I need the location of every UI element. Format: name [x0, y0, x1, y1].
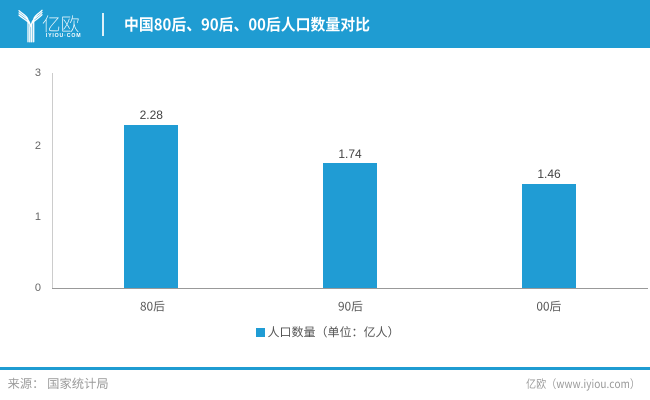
svg-text:IYIOU·COM: IYIOU·COM: [46, 33, 82, 39]
